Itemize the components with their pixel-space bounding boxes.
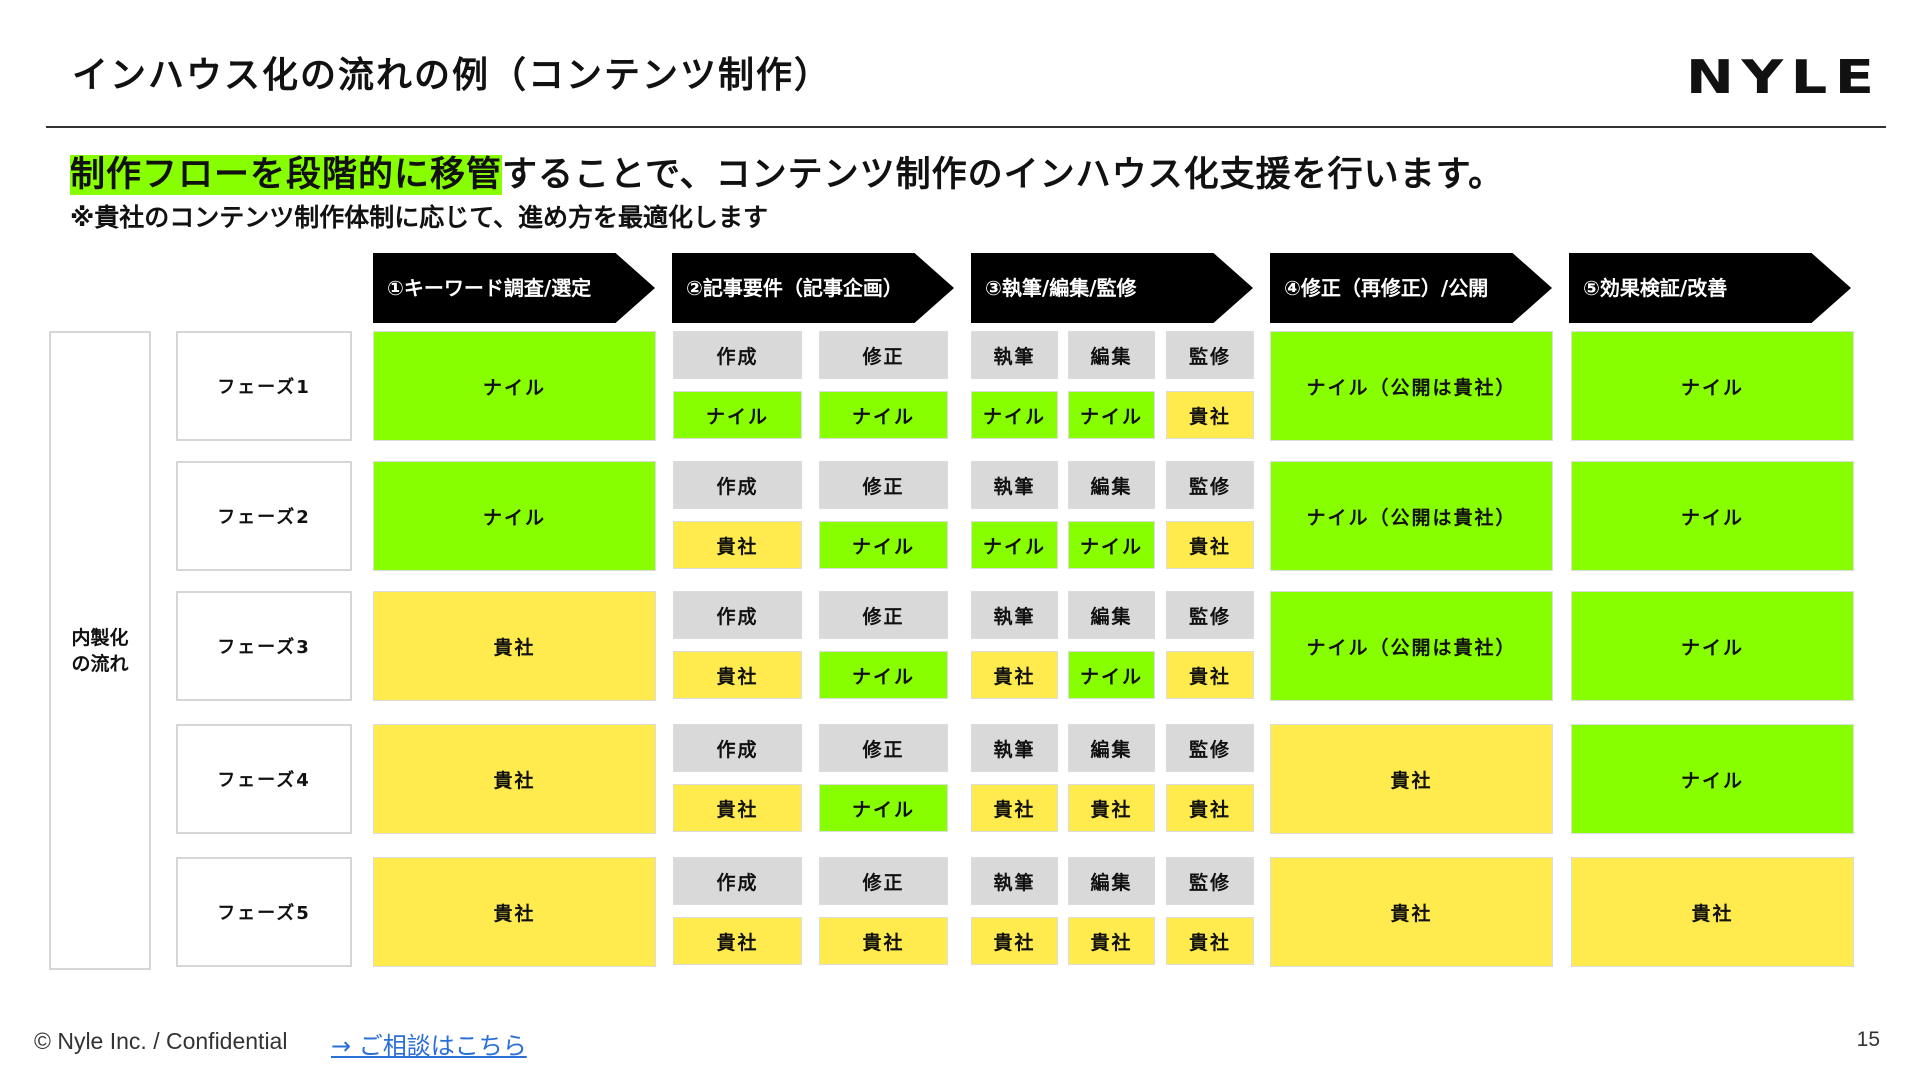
sub-header-supervise: 監修 [1166, 461, 1254, 509]
sub-header-edit: 編集 [1068, 724, 1155, 772]
step3-write-owner-cell: ナイル [971, 391, 1058, 439]
sub-header-write: 執筆 [971, 461, 1058, 509]
sub-header-write: 執筆 [971, 724, 1058, 772]
step1-owner-cell: 貴社 [373, 724, 656, 834]
sub-header-revise: 修正 [819, 724, 948, 772]
step5-owner-cell: ナイル [1571, 724, 1854, 834]
sub-header-supervise: 監修 [1166, 724, 1254, 772]
step4-owner-cell: 貴社 [1270, 857, 1553, 967]
phase-label: フェーズ4 [176, 724, 352, 834]
sub-header-write: 執筆 [971, 331, 1058, 379]
sub-header-revise: 修正 [819, 331, 948, 379]
sub-header-edit: 編集 [1068, 461, 1155, 509]
sub-header-supervise: 監修 [1166, 331, 1254, 379]
phase-label: フェーズ3 [176, 591, 352, 701]
nyle-logo: NYLE [1686, 50, 1882, 104]
lead-sentence: 制作フローを段階的に移管することで、コンテンツ制作のインハウス化支援を行います。 [70, 146, 1504, 197]
flow-label-text: 内製化 の流れ [71, 626, 129, 675]
sub-header-create: 作成 [673, 461, 802, 509]
step2-create-owner-cell: 貴社 [673, 521, 802, 569]
step2-create-owner-cell: ナイル [673, 391, 802, 439]
step4-owner-cell: ナイル（公開は貴社） [1270, 331, 1553, 441]
sub-header-revise: 修正 [819, 857, 948, 905]
sub-header-edit: 編集 [1068, 331, 1155, 379]
step5-owner-cell: 貴社 [1571, 857, 1854, 967]
step4-owner-cell: ナイル（公開は貴社） [1270, 461, 1553, 571]
step4-owner-cell: 貴社 [1270, 724, 1553, 834]
step-header-3: ③執筆/編集/監修 [971, 253, 1253, 323]
step2-revise-owner-cell: ナイル [819, 391, 948, 439]
step2-revise-owner-cell: ナイル [819, 784, 948, 832]
sub-header-supervise: 監修 [1166, 857, 1254, 905]
step3-supervise-owner-cell: 貴社 [1166, 917, 1254, 965]
step3-edit-owner-cell: ナイル [1068, 391, 1155, 439]
phase-label: フェーズ1 [176, 331, 352, 441]
step3-supervise-owner-cell: 貴社 [1166, 391, 1254, 439]
lead-rest: することで、コンテンツ制作のインハウス化支援を行います。 [502, 155, 1505, 195]
step-header-5: ⑤効果検証/改善 [1569, 253, 1851, 323]
step3-supervise-owner-cell: 貴社 [1166, 521, 1254, 569]
sub-header-write: 執筆 [971, 857, 1058, 905]
insourcing-flow-label: 内製化 の流れ [49, 331, 151, 970]
step1-owner-cell: 貴社 [373, 591, 656, 701]
step3-write-owner-cell: 貴社 [971, 784, 1058, 832]
header-divider [46, 126, 1886, 128]
step5-owner-cell: ナイル [1571, 591, 1854, 701]
step3-write-owner-cell: 貴社 [971, 917, 1058, 965]
sub-header-create: 作成 [673, 857, 802, 905]
phase-label: フェーズ5 [176, 857, 352, 967]
step1-owner-cell: ナイル [373, 461, 656, 571]
step5-owner-cell: ナイル [1571, 331, 1854, 441]
step3-supervise-owner-cell: 貴社 [1166, 784, 1254, 832]
step4-owner-cell: ナイル（公開は貴社） [1270, 591, 1553, 701]
sub-header-write: 執筆 [971, 591, 1058, 639]
step3-write-owner-cell: 貴社 [971, 651, 1058, 699]
step3-edit-owner-cell: 貴社 [1068, 784, 1155, 832]
step2-revise-owner-cell: 貴社 [819, 917, 948, 965]
step3-edit-owner-cell: 貴社 [1068, 917, 1155, 965]
step1-owner-cell: ナイル [373, 331, 656, 441]
step2-create-owner-cell: 貴社 [673, 651, 802, 699]
sub-header-edit: 編集 [1068, 857, 1155, 905]
phase-label: フェーズ2 [176, 461, 352, 571]
sub-header-revise: 修正 [819, 591, 948, 639]
page-title: インハウス化の流れの例（コンテンツ制作） [72, 55, 833, 96]
step5-owner-cell: ナイル [1571, 461, 1854, 571]
step2-revise-owner-cell: ナイル [819, 521, 948, 569]
note-text: ※貴社のコンテンツ制作体制に応じて、進め方を最適化します [70, 203, 769, 232]
step2-create-owner-cell: 貴社 [673, 784, 802, 832]
sub-header-supervise: 監修 [1166, 591, 1254, 639]
step3-supervise-owner-cell: 貴社 [1166, 651, 1254, 699]
step3-write-owner-cell: ナイル [971, 521, 1058, 569]
sub-header-revise: 修正 [819, 461, 948, 509]
step1-owner-cell: 貴社 [373, 857, 656, 967]
sub-header-create: 作成 [673, 724, 802, 772]
step3-edit-owner-cell: ナイル [1068, 521, 1155, 569]
consultation-link[interactable]: → ご相談はこちら [331, 1032, 527, 1060]
footer-copyright: © Nyle Inc. / Confidential [34, 1028, 288, 1054]
page-number: 15 [1856, 1028, 1880, 1051]
lead-highlight: 制作フローを段階的に移管 [70, 155, 503, 195]
sub-header-create: 作成 [673, 331, 802, 379]
sub-header-edit: 編集 [1068, 591, 1155, 639]
step3-edit-owner-cell: ナイル [1068, 651, 1155, 699]
step-header-4: ④修正（再修正）/公開 [1270, 253, 1552, 323]
sub-header-create: 作成 [673, 591, 802, 639]
step-header-2: ②記事要件（記事企画） [672, 253, 954, 323]
step2-create-owner-cell: 貴社 [673, 917, 802, 965]
step-header-1: ①キーワード調査/選定 [373, 253, 655, 323]
step2-revise-owner-cell: ナイル [819, 651, 948, 699]
